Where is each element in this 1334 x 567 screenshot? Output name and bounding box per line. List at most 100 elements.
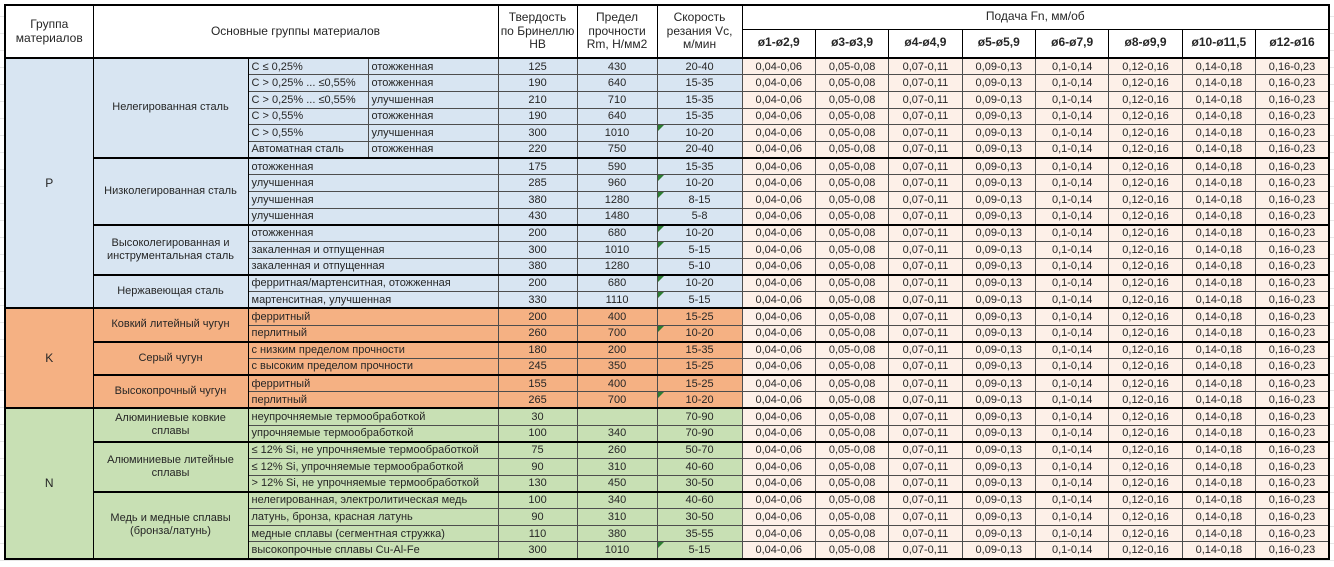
hb-cell: 245 [497,357,578,376]
material-detail-cell: неупрочняемые термообработкой [247,407,499,426]
material-detail-cell: ≤ 12% Si, упрочняемые термообработкой [247,458,499,476]
feed-cell: 0,1-0,14 [1034,157,1110,176]
table-row: Нержавеющая сталь ферритная/мартенситная,… [5,273,1330,309]
feed-cell: 0,05-0,08 [814,223,890,243]
feed-cell: 0,05-0,08 [814,257,890,276]
rm-cell: 680 [576,273,658,293]
vc-cell: 10-20 [656,391,743,409]
table-row: K Ковкий литейный чугун ферритный 200 400 15-… [4,307,1330,409]
material-detail-cell: закаленная и отпущенная [247,257,499,276]
feed-cell: 0,12-0,16 [1108,391,1183,409]
feed-cell: 0,04-0,06 [741,324,816,343]
feed-cell: 0,07-0,11 [888,424,963,443]
feed-cell: 0,09-0,13 [961,440,1036,459]
feed-cell: 0,1-0,14 [1034,207,1110,226]
feed-cell: 0,04-0,06 [741,223,816,243]
feed-cell: 0,09-0,13 [961,374,1036,393]
feed-cell: 0,16-0,23 [1255,424,1330,443]
feed-cell: 0,04-0,06 [741,140,816,159]
feed-cell: 0,12-0,16 [1108,90,1183,109]
rm-cell: 450 [576,474,658,493]
feed-cell: 0,1-0,14 [1034,140,1110,159]
vc-cell: 20-40 [656,57,743,76]
feed-cell: 0,14-0,18 [1181,490,1257,510]
feed-cell: 0,12-0,16 [1108,291,1183,309]
feed-cell: 0,16-0,23 [1255,374,1330,393]
feed-cell: 0,07-0,11 [888,340,963,359]
feed-cell: 0,12-0,16 [1108,107,1183,126]
feed-cell: 0,16-0,23 [1255,207,1330,226]
feed-cell: 0,04-0,06 [741,508,816,526]
vc-cell: 40-60 [656,458,743,476]
comment-indicator-icon [658,242,664,249]
feed-cell: 0,05-0,08 [814,57,890,76]
comment-indicator-icon [658,192,664,198]
feed-cell: 0,1-0,14 [1034,90,1110,109]
hb-cell: 300 [497,124,578,142]
material-state-cell: отожженная [367,57,499,76]
vc-cell: 15-25 [656,357,743,376]
feed-cell: 0,05-0,08 [814,357,890,376]
feed-cell: 0,16-0,23 [1255,541,1330,560]
hb-cell: 220 [497,140,578,159]
material-detail-cell: нелегированная, электролитическая медь [247,490,499,510]
hb-cell: 90 [497,508,578,526]
feed-cell: 0,04-0,06 [741,57,816,76]
feed-cell: 0,05-0,08 [814,157,890,176]
feed-cell: 0,09-0,13 [961,57,1036,76]
group-code-cell: N [4,407,94,560]
feed-cell: 0,04-0,06 [741,374,816,393]
feed-cell: 0,1-0,14 [1034,524,1110,543]
feed-cell: 0,07-0,11 [888,440,963,459]
feed-cell: 0,1-0,14 [1034,307,1110,326]
feed-cell: 0,14-0,18 [1181,74,1257,92]
feed-cell: 0,09-0,13 [961,74,1036,92]
feed-cell: 0,07-0,11 [888,474,963,493]
feed-diameter-header: ø10-ø11,5 [1181,28,1257,59]
material-detail-cell: улучшенная [247,207,499,226]
feed-cell: 0,05-0,08 [814,541,890,560]
feed-cell: 0,09-0,13 [961,490,1036,510]
feed-cell: 0,04-0,06 [741,340,816,359]
material-detail-cell: Автоматная сталь [247,140,369,159]
feed-cell: 0,16-0,23 [1255,223,1330,243]
feed-cell: 0,1-0,14 [1034,424,1110,443]
table-row: Медь и медные сплавы (бронза/латунь) неле… [5,490,1330,560]
feed-cell: 0,05-0,08 [814,291,890,309]
comment-indicator-icon [658,542,664,549]
feed-cell: 0,04-0,06 [741,440,816,459]
feed-cell: 0,16-0,23 [1255,458,1330,476]
feed-cell: 0,12-0,16 [1108,440,1183,459]
feed-cell: 0,05-0,08 [814,474,890,493]
material-detail-cell: латунь, бронза, красная латунь [247,508,499,526]
vc-cell: 10-20 [656,124,743,142]
feed-cell: 0,04-0,06 [741,124,816,142]
feed-cell: 0,1-0,14 [1034,324,1110,343]
subgroup-name-cell: Нелегированная сталь [92,56,249,159]
feed-cell: 0,16-0,23 [1255,440,1330,459]
feed-cell: 0,09-0,13 [961,257,1036,276]
feed-cell: 0,04-0,06 [741,191,816,209]
subgroup-name-cell: Серый чугун [92,340,249,376]
feed-cell: 0,1-0,14 [1034,490,1110,510]
vc-cell: 70-90 [656,424,743,443]
feed-cell: 0,14-0,18 [1181,257,1257,276]
feed-cell: 0,04-0,06 [741,474,816,493]
feed-cell: 0,14-0,18 [1181,374,1257,393]
feed-cell: 0,09-0,13 [961,157,1036,176]
feed-cell: 0,07-0,11 [888,357,963,376]
feed-cell: 0,07-0,11 [888,391,963,409]
feed-cell: 0,16-0,23 [1255,307,1330,326]
rm-cell: 680 [576,223,658,243]
feed-cell: 0,16-0,23 [1255,107,1330,126]
table-row: улучшенная 380 1280 8-15 0,04-0,06 0,05-0,08 0… [5,191,1330,209]
material-detail-cell: отожженная [247,223,499,243]
rm-cell: 700 [576,391,658,409]
hb-cell: 200 [497,273,578,293]
material-detail-cell: C ≤ 0,25% [247,57,369,76]
feed-cell: 0,14-0,18 [1181,207,1257,226]
rm-cell: 400 [576,307,658,326]
feed-cell: 0,16-0,23 [1255,474,1330,493]
material-detail-cell: улучшенная [247,174,499,192]
table-row: Серый чугун с низким пределом прочности 18… [5,340,1330,376]
